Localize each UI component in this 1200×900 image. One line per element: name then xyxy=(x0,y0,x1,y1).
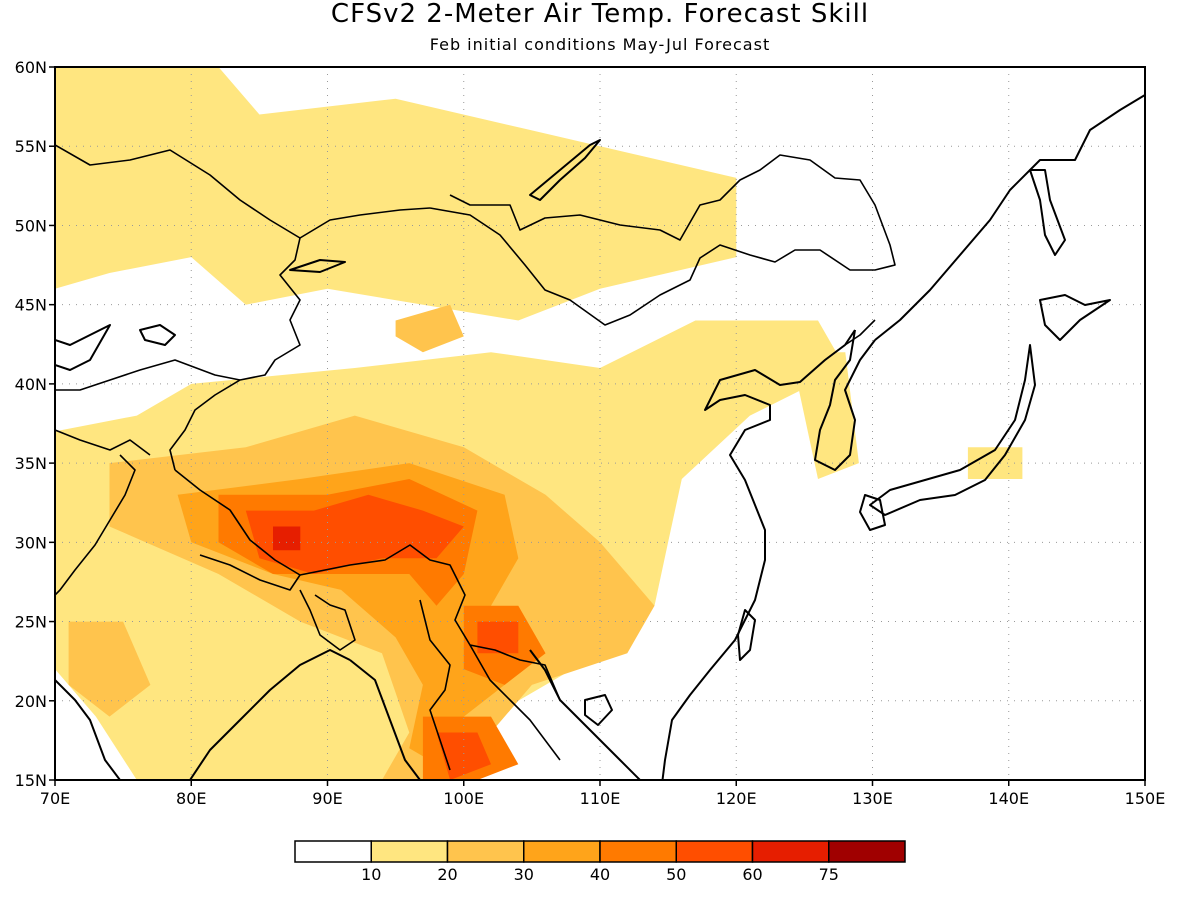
coastline-myanmar xyxy=(349,659,421,780)
x-tick-label: 80E xyxy=(176,789,206,808)
coastline-balkhash xyxy=(289,259,346,273)
border-laos-vietnam xyxy=(469,644,561,761)
coastline-russia-east xyxy=(874,94,1145,341)
colorbar-swatch xyxy=(828,840,906,863)
border-layer xyxy=(55,144,896,771)
y-tick-label: 60N xyxy=(15,58,47,77)
x-tick-label: 110E xyxy=(580,789,621,808)
border-russia-kazakhstan xyxy=(55,144,431,239)
coastline-baikal xyxy=(529,139,601,201)
y-tick-label: 40N xyxy=(15,375,47,394)
colorbar-swatch xyxy=(599,840,677,863)
coastline-china xyxy=(661,329,856,780)
colorbar-label: 30 xyxy=(514,865,534,884)
border-china-korea xyxy=(824,319,876,361)
axes: 70E 80E 90E 100E 110E 120E 130E 140E 150E 15N 20N 2… xyxy=(15,58,1166,808)
x-tick-label: 100E xyxy=(443,789,484,808)
y-tick-label: 50N xyxy=(15,216,47,235)
colorbar-swatch xyxy=(523,840,601,863)
skill-region-north-band xyxy=(55,67,737,321)
colorbar-swatch xyxy=(370,840,449,863)
border-nepal xyxy=(199,554,301,591)
skill-shading-layer xyxy=(55,67,1023,780)
x-tick-label: 90E xyxy=(312,789,342,808)
coastline-honshu xyxy=(869,344,1036,516)
skill-region-honshu xyxy=(967,447,1023,479)
x-tick-label: 120E xyxy=(716,789,757,808)
skill-region-tibet-max xyxy=(273,526,301,551)
y-tick-label: 15N xyxy=(15,771,47,790)
border-bangladesh xyxy=(299,589,356,651)
colorbar-swatch xyxy=(751,840,830,863)
y-tick-label: 55N xyxy=(15,137,47,156)
skill-region-mongolia-patch xyxy=(395,304,464,353)
colorbar-label: 75 xyxy=(819,865,839,884)
colorbar-swatch xyxy=(446,840,525,863)
x-tick-label: 140E xyxy=(988,789,1029,808)
x-tick-label: 150E xyxy=(1125,789,1166,808)
colorbar-swatch xyxy=(294,840,372,863)
colorbar-label: 40 xyxy=(590,865,610,884)
border-kazakhstan-south xyxy=(55,359,241,391)
border-china-mongolia xyxy=(429,154,896,326)
coastline-india-west xyxy=(55,679,121,780)
chart-subtitle: Feb initial conditions May-Jul Forecast xyxy=(430,35,770,54)
x-tick-label: 70E xyxy=(40,789,70,808)
y-tick-label: 45N xyxy=(15,296,47,315)
x-tick-label: 130E xyxy=(852,789,893,808)
coastline-aral xyxy=(139,324,176,346)
y-tick-label: 30N xyxy=(15,533,47,552)
coastline-hokkaido xyxy=(1039,294,1111,341)
colorbar-label: 10 xyxy=(361,865,381,884)
skill-region-yunnan-inner xyxy=(477,621,519,654)
y-tick-label: 20N xyxy=(15,692,47,711)
y-tick-label: 35N xyxy=(15,454,47,473)
border-china-west xyxy=(169,237,301,471)
coastline-indochina xyxy=(529,649,642,780)
border-afghanistan xyxy=(55,429,151,456)
coastline-india-east xyxy=(189,649,351,780)
coastline-sakhalin xyxy=(1029,169,1066,256)
chart-title: CFSv2 2-Meter Air Temp. Forecast Skill xyxy=(331,0,869,29)
colorbar-label: 20 xyxy=(437,865,457,884)
colorbar-label: 50 xyxy=(666,865,686,884)
colorbar: 10 20 30 40 50 60 75 xyxy=(294,840,906,884)
coastline-caspian xyxy=(55,324,111,371)
colorbar-label: 60 xyxy=(742,865,762,884)
coastline-taiwan xyxy=(737,609,756,661)
border-himalaya xyxy=(174,469,561,701)
skill-region-tibet-core xyxy=(245,494,464,574)
border-pakistan-india xyxy=(55,454,136,596)
coastline-hainan xyxy=(584,694,613,726)
skill-region-india-patch xyxy=(68,621,151,717)
coastline-korea xyxy=(814,329,876,471)
coastline-layer xyxy=(55,94,1145,780)
coastline-kyushu xyxy=(859,494,886,531)
y-tick-label: 25N xyxy=(15,613,47,632)
border-myanmar-thai xyxy=(419,599,451,771)
colorbar-swatch xyxy=(675,840,754,863)
